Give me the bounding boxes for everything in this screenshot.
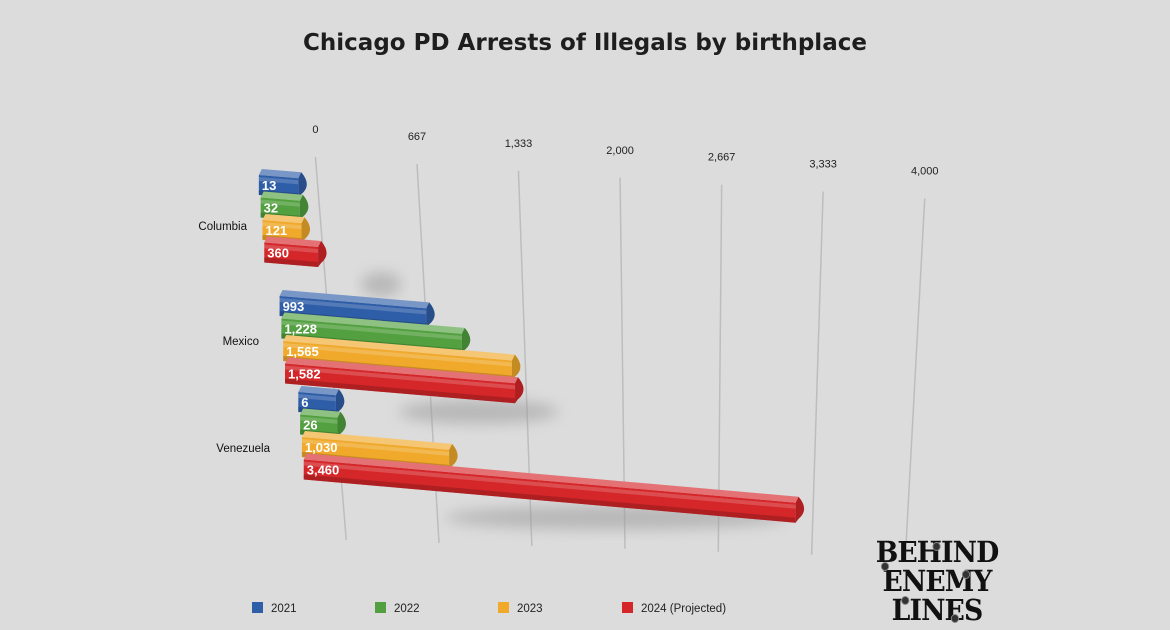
bar-top-face <box>283 335 515 361</box>
bar-highlight <box>298 394 336 402</box>
bar-bottom-edge <box>285 378 516 404</box>
data-label: 993 <box>283 299 305 314</box>
legend: 2021 2022 2023 2024 (Projected) <box>252 602 726 615</box>
bar-top-face <box>285 357 519 384</box>
gridline <box>810 191 824 555</box>
bar-highlight <box>283 343 512 367</box>
bar-front-face <box>285 363 516 404</box>
tick-label: 4,000 <box>911 166 939 178</box>
brand-logo: BEHIND ENEMY LINES <box>868 538 1006 625</box>
bar-top-face <box>300 408 341 418</box>
legend-swatch <box>622 602 633 613</box>
data-label: 3,460 <box>307 463 340 478</box>
bar-highlight <box>264 244 319 253</box>
logo-line: ENEMY <box>882 564 992 598</box>
bar-highlight <box>260 199 300 207</box>
bar-top-face <box>303 453 799 503</box>
bar: 3,460 <box>303 453 805 523</box>
bar-top-face <box>281 312 465 334</box>
category-label: Mexico <box>223 336 259 348</box>
bar-highlight <box>303 461 796 509</box>
bar-highlight <box>281 320 462 340</box>
data-label: 360 <box>267 246 289 261</box>
bar-front-face <box>303 459 796 523</box>
bar-top-face <box>258 169 302 179</box>
legend-label: 2021 <box>271 603 297 615</box>
legend-label: 2023 <box>517 603 543 615</box>
bar-top-face <box>264 236 322 247</box>
data-label: 1,030 <box>305 440 338 455</box>
bar-end-cap <box>299 194 309 221</box>
bar-end-cap <box>461 327 471 354</box>
bullet-hole-icon <box>880 562 890 571</box>
category-label: Columbia <box>198 221 247 233</box>
data-label: 121 <box>265 223 287 238</box>
bar-highlight <box>301 439 450 456</box>
bar-top-face <box>298 386 339 396</box>
bullet-hole-icon <box>961 570 971 579</box>
tick-label: 1,333 <box>505 138 533 150</box>
data-label: 1,582 <box>288 367 321 382</box>
bar-end-cap <box>511 354 521 381</box>
data-label: 13 <box>262 178 276 193</box>
legend-label: 2024 (Projected) <box>641 603 726 615</box>
bar-highlight <box>300 416 338 424</box>
tick-label: 667 <box>408 131 426 143</box>
data-label: 1,565 <box>286 344 319 359</box>
tick-label: 2,667 <box>708 152 736 164</box>
logo-line: LINES <box>891 593 984 627</box>
data-label: 32 <box>264 201 278 216</box>
bar-shadow <box>398 399 559 424</box>
bar-end-cap <box>335 389 345 416</box>
bar-top-face <box>301 431 453 450</box>
legend-swatch <box>375 602 386 613</box>
tick-label: 3,333 <box>809 159 837 171</box>
data-label: 6 <box>301 395 308 410</box>
bar-top-face <box>262 214 305 224</box>
bar-highlight <box>285 365 516 390</box>
tick-labels: 0 667 1,333 2,000 2,667 3,333 4,000 <box>312 124 938 178</box>
legend-swatch <box>498 602 509 613</box>
bar-bottom-edge <box>264 257 319 267</box>
bar-end-cap <box>301 217 311 244</box>
bar-shadow <box>361 272 402 297</box>
bullet-hole-icon <box>901 596 910 605</box>
data-label: 26 <box>303 418 317 433</box>
category-labels: Columbia Mexico Venezuela <box>198 221 270 455</box>
bar-end-cap <box>515 377 524 404</box>
bar-end-cap <box>795 496 805 523</box>
bar-top-face <box>279 290 430 309</box>
bar: 360 <box>264 236 327 267</box>
bar-end-cap <box>449 443 458 470</box>
bullet-hole-icon <box>932 542 941 551</box>
bar-end-cap <box>318 241 327 267</box>
bar-highlight <box>262 222 302 230</box>
bar-highlight <box>258 177 299 185</box>
category-label: Venezuela <box>216 443 270 455</box>
data-label: 1,228 <box>284 322 317 337</box>
chart-title: Chicago PD Arrests of Illegals by birthp… <box>303 30 867 56</box>
bar-top-face <box>260 191 303 201</box>
bar-end-cap <box>426 302 435 329</box>
bars: 13 32 121 360 993 1,228 1,565 1,582 6 26 1,030 3,46… <box>258 169 805 523</box>
bar-bottom-edge <box>303 474 796 523</box>
gridline <box>904 198 926 558</box>
tick-label: 0 <box>312 124 318 136</box>
bar-end-cap <box>337 411 346 438</box>
legend-label: 2022 <box>394 603 420 615</box>
bar-highlight <box>279 298 427 315</box>
bar-end-cap <box>298 172 307 199</box>
legend-swatch <box>252 602 263 613</box>
tick-label: 2,000 <box>606 145 634 157</box>
bar: 1,582 <box>285 357 524 404</box>
bullet-hole-icon <box>950 614 960 623</box>
